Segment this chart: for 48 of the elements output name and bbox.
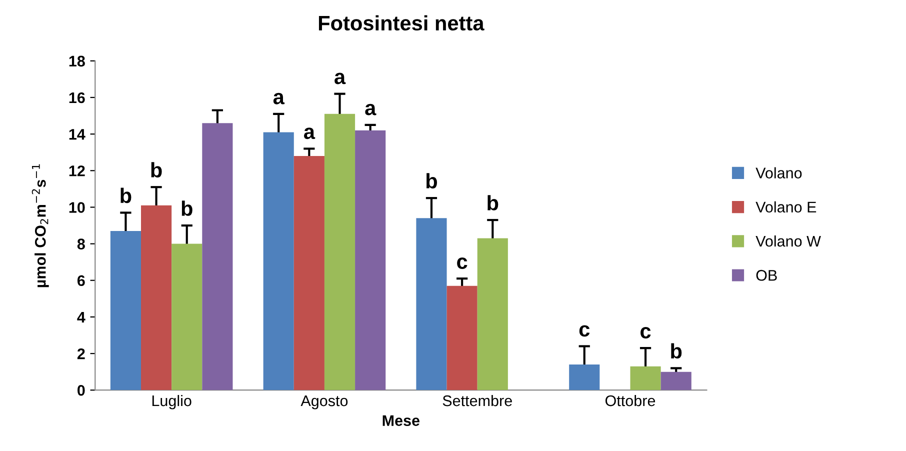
bar: [324, 114, 356, 390]
x-tick-label: Settembre: [442, 394, 512, 406]
data-label: a: [334, 72, 346, 84]
x-tick-label: Luglio: [152, 394, 192, 410]
data-label: b: [120, 188, 132, 204]
y-tick-label: 14: [69, 129, 86, 140]
bar: [446, 286, 478, 390]
data-label: c: [640, 327, 651, 338]
bar: [477, 238, 508, 390]
x-tick-label: Ottobre: [605, 394, 656, 406]
bar: [294, 156, 324, 390]
y-tick-label: 18: [69, 56, 85, 67]
legend-label: Volano W: [756, 235, 821, 247]
y-tick-label: 16: [69, 92, 85, 104]
data-label: b: [182, 200, 192, 216]
y-tick-label: 4: [77, 312, 86, 322]
data-label: a: [365, 104, 376, 116]
legend-label: OB: [756, 270, 777, 281]
y-tick-label: 8: [77, 238, 85, 250]
bar: [630, 366, 661, 390]
chart-title: Fotosintesi netta: [318, 15, 484, 31]
bar: [140, 205, 172, 390]
y-tick-label: 0: [78, 384, 85, 396]
data-label: c: [579, 325, 590, 337]
data-label: c: [457, 258, 468, 269]
data-label: a: [273, 92, 285, 104]
y-tick-label: 12: [69, 165, 85, 176]
data-label: b: [426, 173, 437, 188]
legend-label: Volano: [756, 167, 802, 178]
x-tick-label: Agosto: [300, 396, 348, 410]
x-axis-title: Mese: [382, 415, 420, 426]
bar: [355, 130, 386, 390]
bar: [416, 218, 447, 390]
y-tick-label: 6: [77, 275, 85, 286]
bar: [172, 244, 202, 390]
bar: [263, 132, 294, 390]
data-label: b: [151, 162, 162, 178]
data-label: a: [304, 128, 316, 140]
bar: [202, 123, 233, 390]
data-label: b: [488, 195, 498, 210]
bar: [110, 230, 141, 390]
y-tick-label: 2: [77, 348, 85, 360]
y-tick-label: 10: [69, 202, 85, 213]
bar: [660, 372, 692, 390]
bar: [569, 364, 600, 390]
legend-label: Volano E: [756, 201, 816, 213]
y-axis-title: µmol CO$_{2}$m$^{−2}$s$^{−1}$: [32, 164, 49, 288]
data-label: b: [671, 343, 682, 359]
